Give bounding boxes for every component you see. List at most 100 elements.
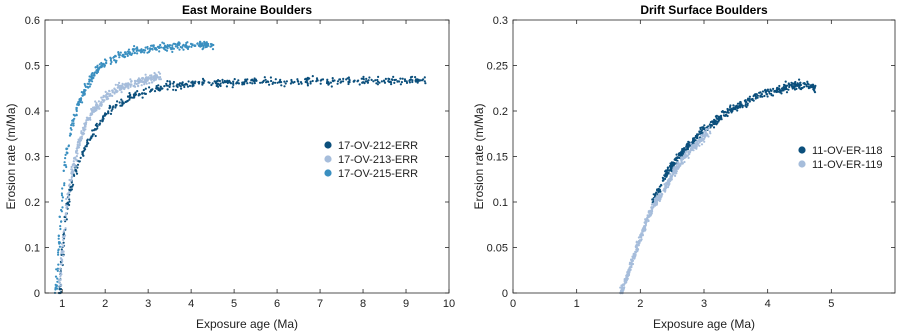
point bbox=[107, 112, 110, 115]
point bbox=[176, 46, 179, 49]
point bbox=[75, 149, 78, 153]
point bbox=[741, 104, 745, 107]
point bbox=[90, 135, 93, 138]
point bbox=[362, 75, 365, 78]
point bbox=[799, 81, 802, 84]
point bbox=[669, 173, 672, 176]
point bbox=[221, 78, 224, 81]
point bbox=[84, 121, 88, 124]
point bbox=[254, 79, 257, 82]
point bbox=[186, 47, 190, 51]
point bbox=[143, 79, 146, 83]
point bbox=[639, 239, 643, 242]
point bbox=[153, 77, 156, 80]
point bbox=[89, 114, 92, 117]
point bbox=[253, 82, 256, 85]
point bbox=[411, 75, 414, 78]
point bbox=[704, 132, 707, 135]
point bbox=[696, 133, 699, 136]
point bbox=[636, 241, 640, 244]
point bbox=[268, 83, 271, 86]
point bbox=[659, 194, 662, 197]
legend-label: 11-OV-ER-119 bbox=[812, 159, 883, 171]
point bbox=[664, 184, 667, 187]
point bbox=[134, 91, 137, 94]
point bbox=[358, 83, 361, 86]
point bbox=[411, 80, 414, 84]
point bbox=[725, 111, 729, 114]
point bbox=[424, 82, 427, 85]
point bbox=[326, 78, 329, 81]
point bbox=[86, 117, 89, 120]
x-tick-label: 6 bbox=[274, 298, 280, 310]
point bbox=[181, 46, 184, 49]
x-tick-label: 5 bbox=[231, 298, 237, 310]
point bbox=[662, 189, 665, 192]
point bbox=[99, 102, 102, 105]
point bbox=[135, 82, 138, 86]
point bbox=[59, 257, 63, 260]
point bbox=[81, 150, 84, 154]
point bbox=[685, 145, 688, 148]
point bbox=[102, 95, 105, 98]
point bbox=[183, 85, 186, 89]
point bbox=[628, 269, 631, 272]
point bbox=[306, 84, 309, 87]
drift-surface-panel: 0 1 2 3 4 5 0 0.05 0.1 0.15 0.2 0.25 0.3 Drift Surfac… bbox=[472, 3, 896, 331]
point bbox=[127, 95, 130, 98]
point bbox=[86, 85, 89, 88]
point bbox=[773, 89, 776, 93]
point bbox=[265, 81, 268, 84]
point bbox=[190, 45, 193, 49]
point bbox=[130, 83, 133, 86]
point bbox=[109, 93, 112, 96]
point bbox=[300, 82, 303, 85]
point bbox=[237, 79, 240, 82]
point bbox=[636, 248, 640, 251]
point bbox=[114, 106, 117, 109]
point bbox=[284, 82, 287, 85]
point bbox=[92, 74, 95, 77]
point bbox=[62, 233, 65, 236]
point bbox=[129, 78, 132, 81]
point bbox=[311, 79, 314, 83]
point bbox=[766, 95, 769, 98]
point bbox=[82, 128, 85, 131]
y-tick-label: 0.15 bbox=[487, 152, 508, 164]
point bbox=[121, 100, 124, 103]
point bbox=[786, 84, 789, 87]
point bbox=[189, 42, 193, 46]
point bbox=[681, 150, 685, 153]
point bbox=[641, 230, 645, 233]
point bbox=[666, 186, 670, 189]
point bbox=[727, 111, 730, 114]
point bbox=[735, 106, 738, 109]
point bbox=[626, 275, 629, 278]
point bbox=[619, 290, 623, 293]
point bbox=[689, 142, 692, 145]
point bbox=[348, 79, 351, 82]
point bbox=[714, 115, 718, 118]
point bbox=[331, 77, 334, 80]
point bbox=[73, 157, 76, 160]
series-11-OV-ER-119 bbox=[619, 126, 712, 295]
point bbox=[744, 103, 747, 106]
point bbox=[680, 156, 683, 159]
point bbox=[630, 261, 633, 264]
point bbox=[403, 79, 407, 83]
point bbox=[56, 269, 59, 272]
point bbox=[182, 84, 185, 87]
point bbox=[165, 84, 168, 87]
point bbox=[336, 82, 339, 85]
point bbox=[703, 140, 706, 143]
point bbox=[700, 143, 704, 146]
point bbox=[70, 178, 73, 181]
point bbox=[338, 78, 342, 81]
point bbox=[801, 86, 804, 89]
point bbox=[86, 138, 89, 141]
point bbox=[116, 86, 119, 89]
point bbox=[687, 143, 690, 146]
point bbox=[811, 85, 814, 88]
point bbox=[129, 85, 132, 88]
point bbox=[59, 275, 62, 278]
